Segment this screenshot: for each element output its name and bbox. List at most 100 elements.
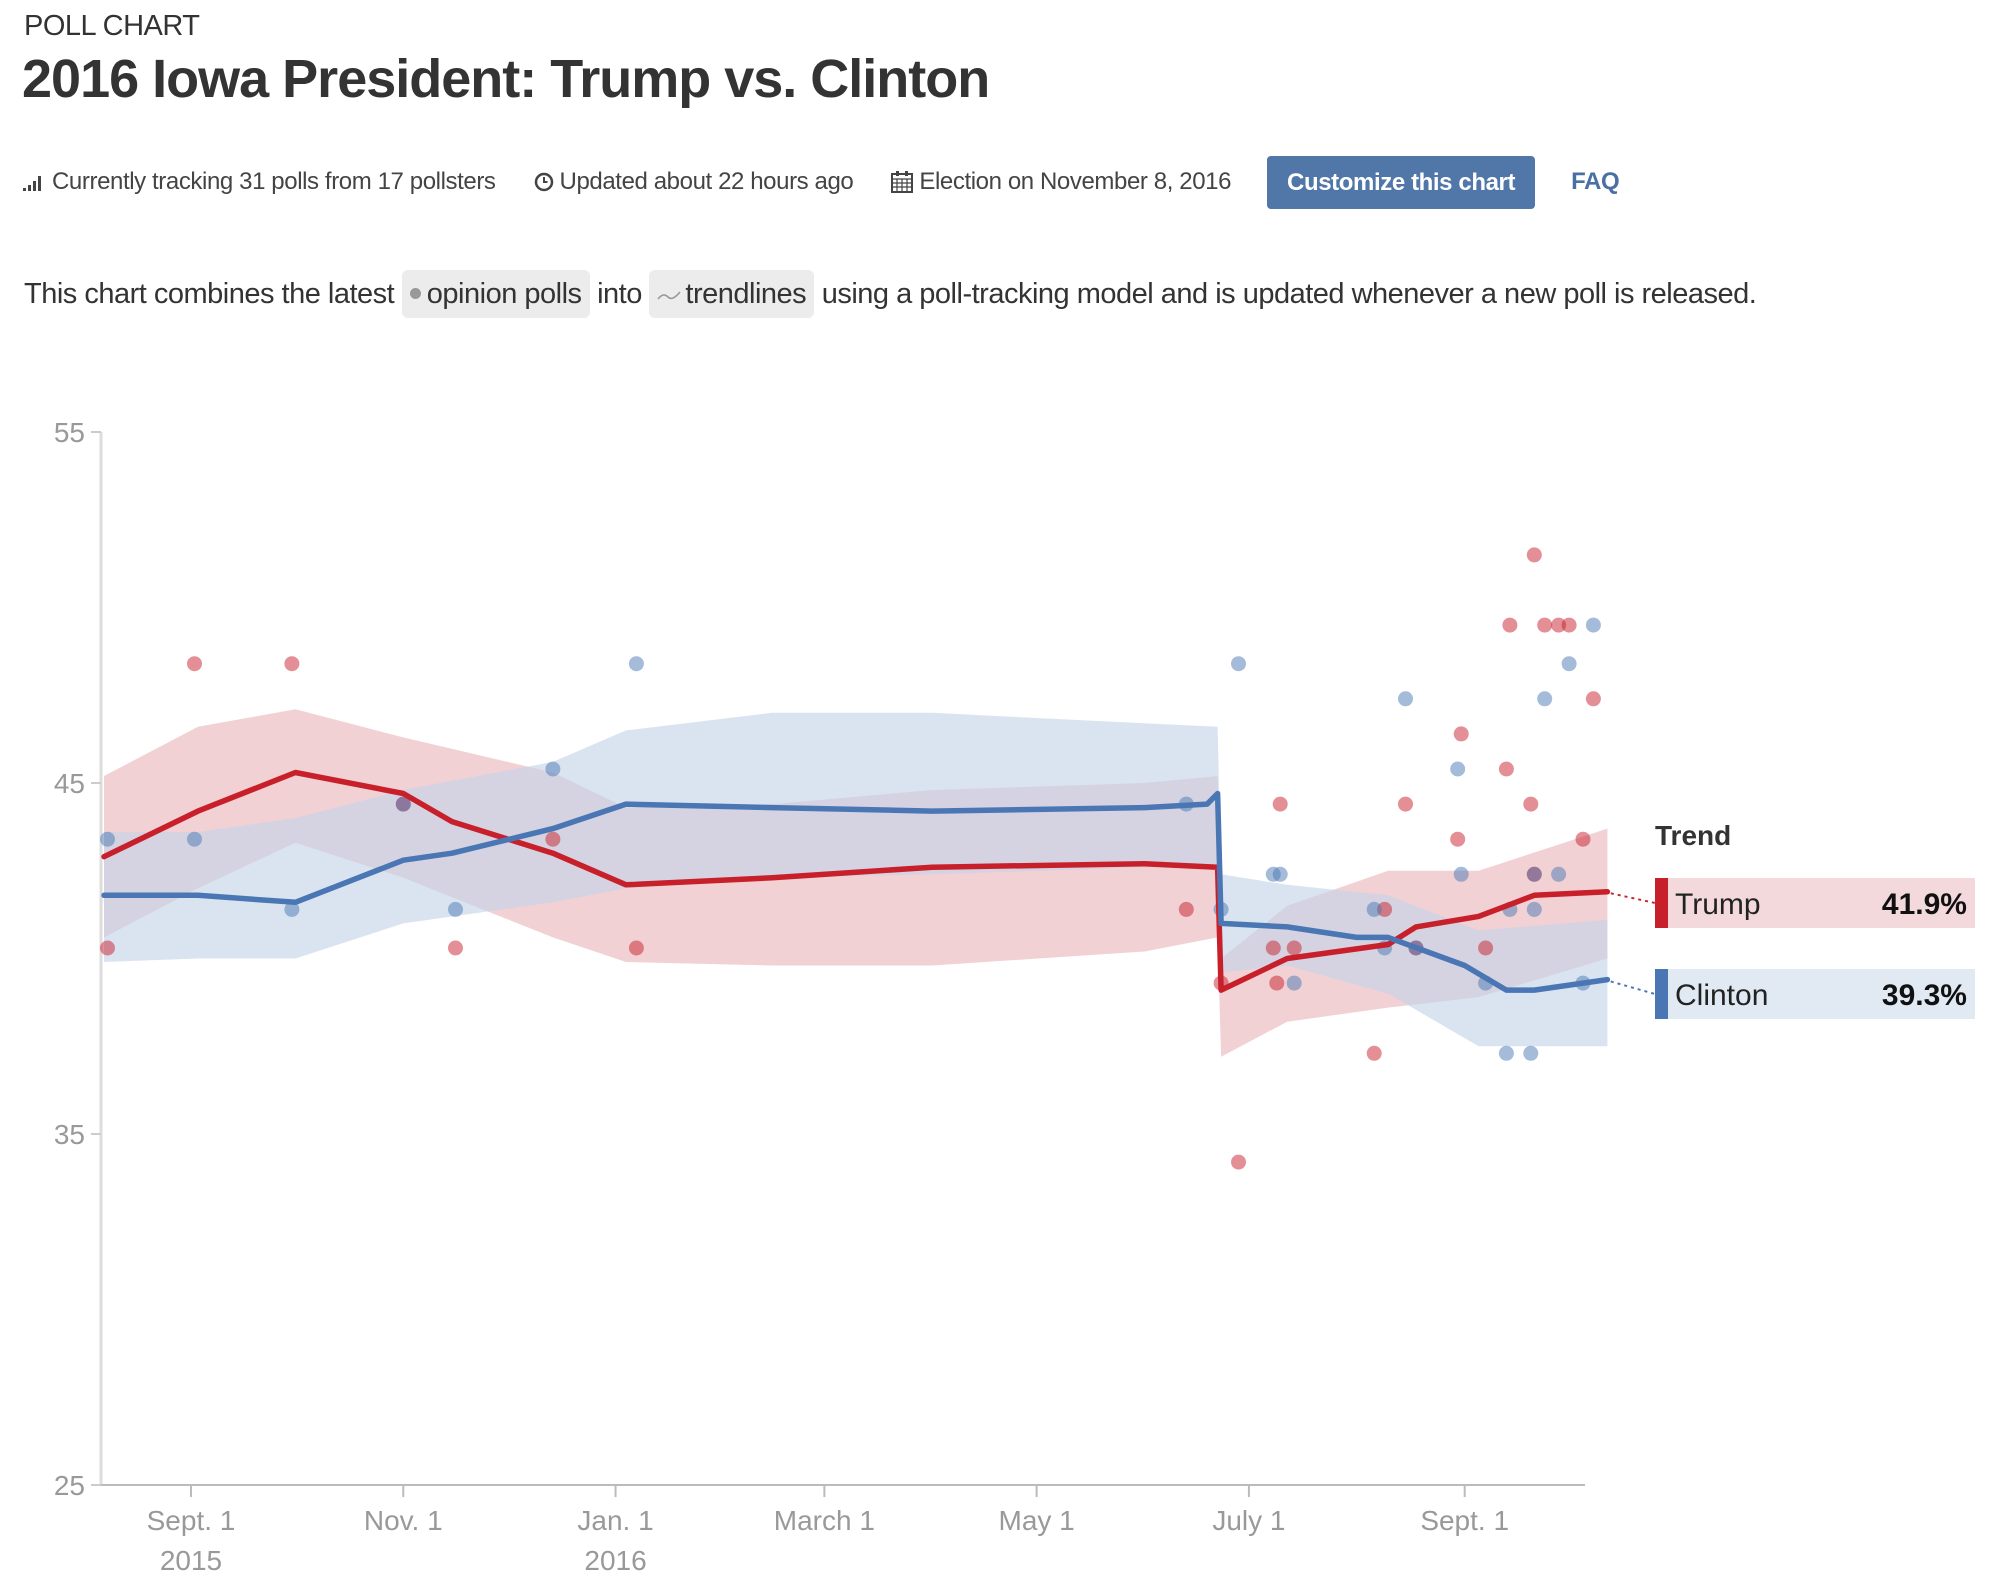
trump-poll-dot — [1286, 940, 1302, 956]
opinion-polls-label: opinion polls — [426, 278, 582, 310]
clinton-poll-dot — [1450, 761, 1466, 777]
y-tick-label: 35 — [54, 1119, 85, 1150]
trump-poll-dot — [448, 940, 463, 956]
trump-legend-value: 41.9% — [1882, 888, 1967, 921]
x-tick-label: May 1 — [999, 1505, 1075, 1536]
election-info: Election on November 8, 2016 — [889, 168, 1231, 196]
poll-dot-icon — [409, 287, 421, 299]
clinton-poll-dot — [628, 656, 644, 672]
x-tick-label: Sept. 1 — [1420, 1505, 1509, 1536]
trump-poll-dot — [1450, 831, 1466, 847]
trump-poll-dot — [1551, 617, 1567, 633]
clinton-poll-dot — [545, 761, 561, 777]
legend-title: Trend — [1655, 820, 1731, 851]
updated-info: Updated about 22 hours ago — [532, 168, 854, 196]
trump-poll-dot — [628, 940, 644, 956]
trend-lines — [101, 769, 1611, 993]
clinton-poll-dot — [1526, 901, 1542, 917]
opinion-polls-pill: opinion polls — [401, 270, 590, 318]
trump-poll-dot — [1561, 617, 1577, 633]
x-tick-label: Nov. 1 — [364, 1505, 443, 1536]
trend-legend: Trend Trump 41.9% Clinton 39.3% — [1603, 820, 1975, 1019]
trump-legend-swatch — [1655, 878, 1668, 928]
clinton-poll-dot — [284, 901, 300, 917]
updated-text: Updated about 22 hours ago — [559, 168, 854, 195]
chart-axes: 55 45 35 25 Sept. 1 2015 Nov. 1 Jan. 1 2016 March… — [54, 417, 1585, 1576]
trump-poll-dot — [187, 656, 202, 672]
clinton-legend-swatch — [1655, 969, 1668, 1019]
trump-poll-dot — [1526, 547, 1542, 563]
clinton-poll-dot — [1498, 1045, 1514, 1061]
trump-legend-name: Trump — [1675, 888, 1761, 921]
signal-bars-icon — [23, 176, 41, 191]
trendlines-pill: trendlines — [649, 270, 815, 318]
trump-legend-connector — [1603, 890, 1656, 904]
election-text: Election on November 8, 2016 — [919, 168, 1232, 195]
trump-poll-dot — [100, 940, 115, 956]
trump-poll-dot — [1231, 1154, 1246, 1170]
trump-legend-bg — [1655, 878, 1975, 928]
clinton-poll-dot — [1551, 866, 1567, 882]
description-text: This chart combines the latest — [24, 278, 395, 310]
trendlines-label: trendlines — [685, 278, 807, 310]
trump-poll-dot — [1398, 796, 1413, 812]
y-tick-label: 45 — [54, 768, 85, 799]
clinton-poll-dot — [1537, 691, 1553, 707]
clinton-legend-value: 39.3% — [1882, 979, 1967, 1012]
trump-poll-dot — [1272, 796, 1288, 812]
page-title: 2016 Iowa President: Trump vs. Clinton — [22, 49, 990, 109]
clinton-poll-dot — [1272, 866, 1288, 882]
clinton-confidence-band — [104, 712, 1608, 1047]
clinton-poll-dot — [1523, 1045, 1539, 1061]
clinton-trend-line — [101, 790, 1611, 993]
customize-chart-button[interactable]: Customize this chart — [1267, 155, 1536, 209]
x-tick-year-label: 2016 — [584, 1545, 646, 1576]
trump-poll-dot — [1523, 796, 1539, 812]
x-tick-label: Sept. 1 — [147, 1505, 236, 1536]
faq-link[interactable]: FAQ — [1571, 168, 1620, 195]
calendar-icon — [891, 171, 914, 193]
clinton-legend-bg — [1655, 969, 1975, 1019]
clinton-poll-dot — [1286, 975, 1302, 991]
trump-poll-dot — [1575, 831, 1591, 847]
trump-poll-dot — [1498, 761, 1514, 777]
trump-poll-dot — [1453, 726, 1469, 742]
trump-poll-dot — [1178, 901, 1194, 917]
x-tick-year-label: 2015 — [160, 1545, 222, 1576]
clinton-poll-dot — [1561, 656, 1577, 672]
clinton-poll-dot — [1453, 866, 1469, 882]
y-tick-label: 25 — [54, 1470, 85, 1501]
trump-poll-dot — [1377, 901, 1393, 917]
confidence-bands — [104, 709, 1608, 1057]
trump-poll-dot — [284, 656, 300, 672]
trump-poll-dot — [1478, 940, 1494, 956]
y-tick-label: 55 — [54, 417, 85, 448]
x-tick-label: July 1 — [1212, 1505, 1285, 1536]
clinton-poll-dot — [187, 831, 202, 847]
trump-trend-line — [101, 769, 1611, 993]
trump-poll-dot — [1265, 940, 1281, 956]
x-tick-label: March 1 — [774, 1505, 875, 1536]
meta-row: Currently tracking 31 polls from 17 poll… — [22, 155, 1620, 209]
clinton-poll-dot — [448, 901, 463, 917]
clinton-poll-dot — [1366, 901, 1382, 917]
clock-icon — [534, 172, 553, 192]
clinton-legend-connector — [1603, 978, 1656, 995]
clinton-poll-dot — [395, 796, 411, 812]
trump-poll-dot — [1502, 617, 1518, 633]
tracking-text: Currently tracking 31 polls from 17 poll… — [52, 168, 496, 195]
trump-poll-dot — [1585, 691, 1601, 707]
trump-poll-dot — [1537, 617, 1553, 633]
chart-description: This chart combines the latest opinion p… — [24, 268, 1904, 320]
trump-poll-dot — [1366, 1045, 1382, 1061]
clinton-legend-name: Clinton — [1675, 979, 1768, 1012]
clinton-poll-dot — [1526, 866, 1542, 882]
clinton-poll-dot — [1585, 617, 1601, 633]
trump-poll-dot — [545, 831, 561, 847]
trendline-icon — [657, 291, 682, 300]
poll-chart: 55 45 35 25 Sept. 1 2015 Nov. 1 Jan. 1 2016 March… — [54, 417, 1975, 1576]
description-text: using a poll-tracking model and is updat… — [821, 278, 1757, 310]
chart-eyebrow: POLL CHART — [24, 10, 200, 42]
tracking-info: Currently tracking 31 polls from 17 poll… — [22, 168, 496, 196]
trump-poll-dot — [1269, 975, 1285, 991]
